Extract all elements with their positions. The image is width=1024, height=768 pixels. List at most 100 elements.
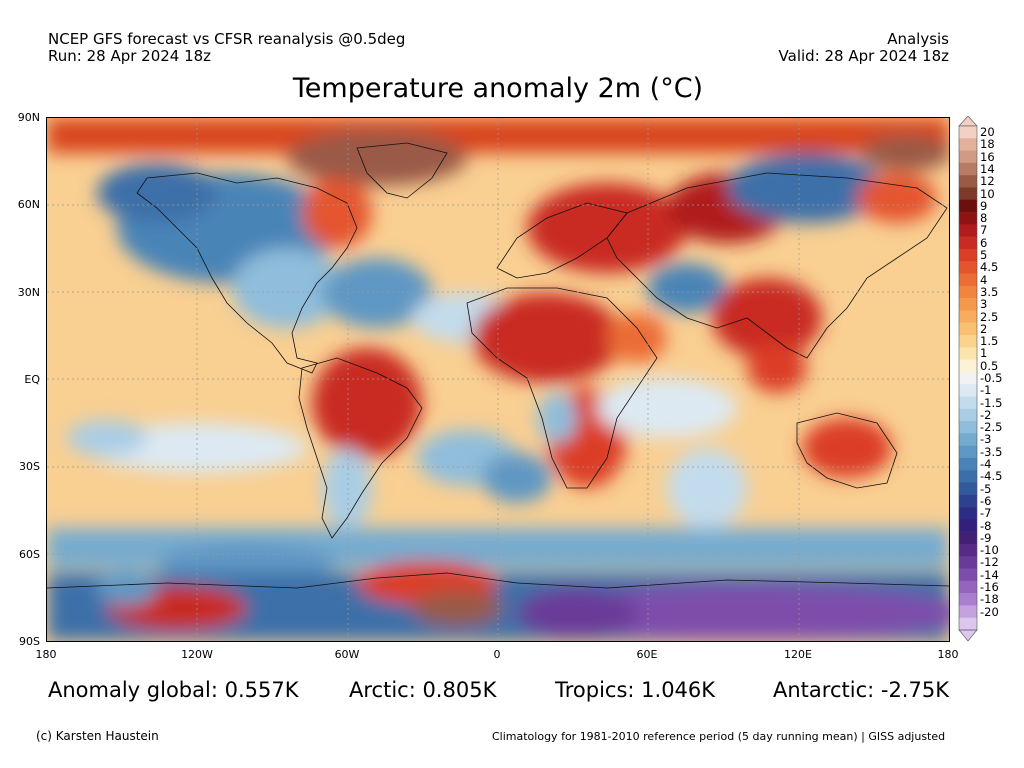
colorbar [958,115,978,646]
colorbar-swatch [959,543,977,557]
stat-antarctic: Antarctic: -2.75K [773,678,949,702]
colorbar-swatch [959,236,977,250]
colorbar-swatch [959,580,977,594]
footer-note: Climatology for 1981-2010 reference peri… [492,730,946,743]
colorbar-tick-label: 2 [980,321,988,336]
colorbar-swatch [959,322,977,336]
lat-label-eq: EQ [24,373,40,386]
colorbar-tick-label: -4 [980,457,992,472]
colorbar-swatch [959,371,977,385]
colorbar-swatch [959,445,977,459]
colorbar-tick-label: -3.5 [980,444,1003,459]
colorbar-swatch [959,285,977,299]
lat-label-60s: 60S [19,548,40,561]
colorbar-swatch [959,605,977,619]
colorbar-tick-label: 2.5 [980,309,999,324]
colorbar-swatch [959,187,977,201]
colorbar-tick-label: -3 [980,432,992,447]
lon-label-120e: 120E [784,648,812,661]
page-title: Temperature anomaly 2m (°C) [292,73,704,104]
colorbar-tick-label: -9 [980,530,992,545]
header-run-time: Run: 28 Apr 2024 18z [48,47,212,65]
stat-tropics: Tropics: 1.046K [555,678,716,702]
colorbar-tick-label: 20 [980,125,995,140]
colorbar-tick-label: 12 [980,174,995,189]
lat-label-90s: 90S [19,635,40,648]
lon-label-60w: 60W [334,648,360,661]
colorbar-tick-label: 1.5 [980,334,999,349]
colorbar-tick-label: 10 [980,186,995,201]
lon-label-180w: 180 [35,648,57,661]
colorbar-tick-label: -2 [980,407,992,422]
colorbar-tick-label: -0.5 [980,371,1003,385]
colorbar-tick-label: -5 [980,481,992,496]
colorbar-swatch [959,273,977,287]
lon-label-0: 0 [493,648,501,661]
lon-label-180e: 180 [937,648,959,661]
colorbar-swatch [959,175,977,188]
colorbar-swatch [959,470,977,483]
colorbar-swatch [959,310,977,323]
colorbar-swatch [959,568,977,582]
colorbar-tick-label: 6 [980,235,988,250]
colorbar-tick-label: 4 [980,272,988,287]
colorbar-swatch [959,408,977,422]
colorbar-tick-label: -10 [980,543,999,558]
header-model-info: NCEP GFS forecast vs CFSR reanalysis @0.… [48,30,406,48]
colorbar-swatch [959,261,977,274]
colorbar-swatch [959,531,977,545]
colorbar-swatch [959,212,977,225]
colorbar-top-arrow [958,115,978,127]
graticule [47,118,949,641]
anomaly-map-svg [47,118,949,641]
colorbar-tick-label: 3 [980,297,988,312]
anomaly-map [46,117,950,642]
lat-label-30s: 30S [19,460,40,473]
colorbar-tick-label: 7 [980,223,988,238]
lat-label-90n: 90N [17,111,40,124]
colorbar-tick-label: 4.5 [980,260,999,275]
colorbar-swatch [959,359,977,373]
colorbar-swatch [959,433,977,446]
lat-label-30n: 30N [17,286,40,299]
colorbar-tick-label: 9 [980,198,988,213]
colorbar-swatch [959,421,977,434]
header-valid-time: Valid: 28 Apr 2024 18z [778,47,949,65]
lat-label-60n: 60N [17,198,40,211]
colorbar-tick-label: 1 [980,346,988,361]
colorbar-tick-label: 16 [980,149,995,164]
colorbar-tick-label: -1 [980,383,992,398]
colorbar-tick-label: -18 [980,592,999,607]
colorbar-swatch [959,248,977,262]
colorbar-tick-label: 8 [980,211,988,226]
colorbar-swatch [959,494,977,508]
colorbar-svg [958,115,978,642]
colorbar-tick-label: 0.5 [980,358,999,373]
colorbar-swatch [959,457,977,471]
colorbar-swatch [959,298,977,311]
colorbar-swatch [959,396,977,410]
colorbar-tick-label: 18 [980,137,995,152]
colorbar-tick-label: -1.5 [980,395,1003,410]
colorbar-swatch [959,519,977,532]
colorbar-tick-label: -8 [980,518,992,533]
header-analysis: Analysis [887,30,949,48]
colorbar-swatch [959,162,977,176]
colorbar-swatch [959,199,977,213]
colorbar-swatch [959,224,977,237]
footer-credit: (c) Karsten Haustein [36,729,159,743]
colorbar-tick-label: -14 [980,567,999,582]
colorbar-swatch [959,617,977,631]
colorbar-bottom-arrow [958,629,978,642]
colorbar-swatch [959,593,977,606]
colorbar-outline [958,125,978,631]
colorbar-tick-label: -20 [980,604,999,619]
colorbar-swatch [959,556,977,569]
colorbar-tick-label: 5 [980,248,988,263]
colorbar-tick-label: 14 [980,162,995,177]
colorbar-tick-label: -4.5 [980,469,1003,484]
stat-global: Anomaly global: 0.557K [48,678,299,702]
colorbar-swatch [959,334,977,348]
colorbar-tick-label: -16 [980,579,999,594]
colorbar-swatch [959,138,977,151]
